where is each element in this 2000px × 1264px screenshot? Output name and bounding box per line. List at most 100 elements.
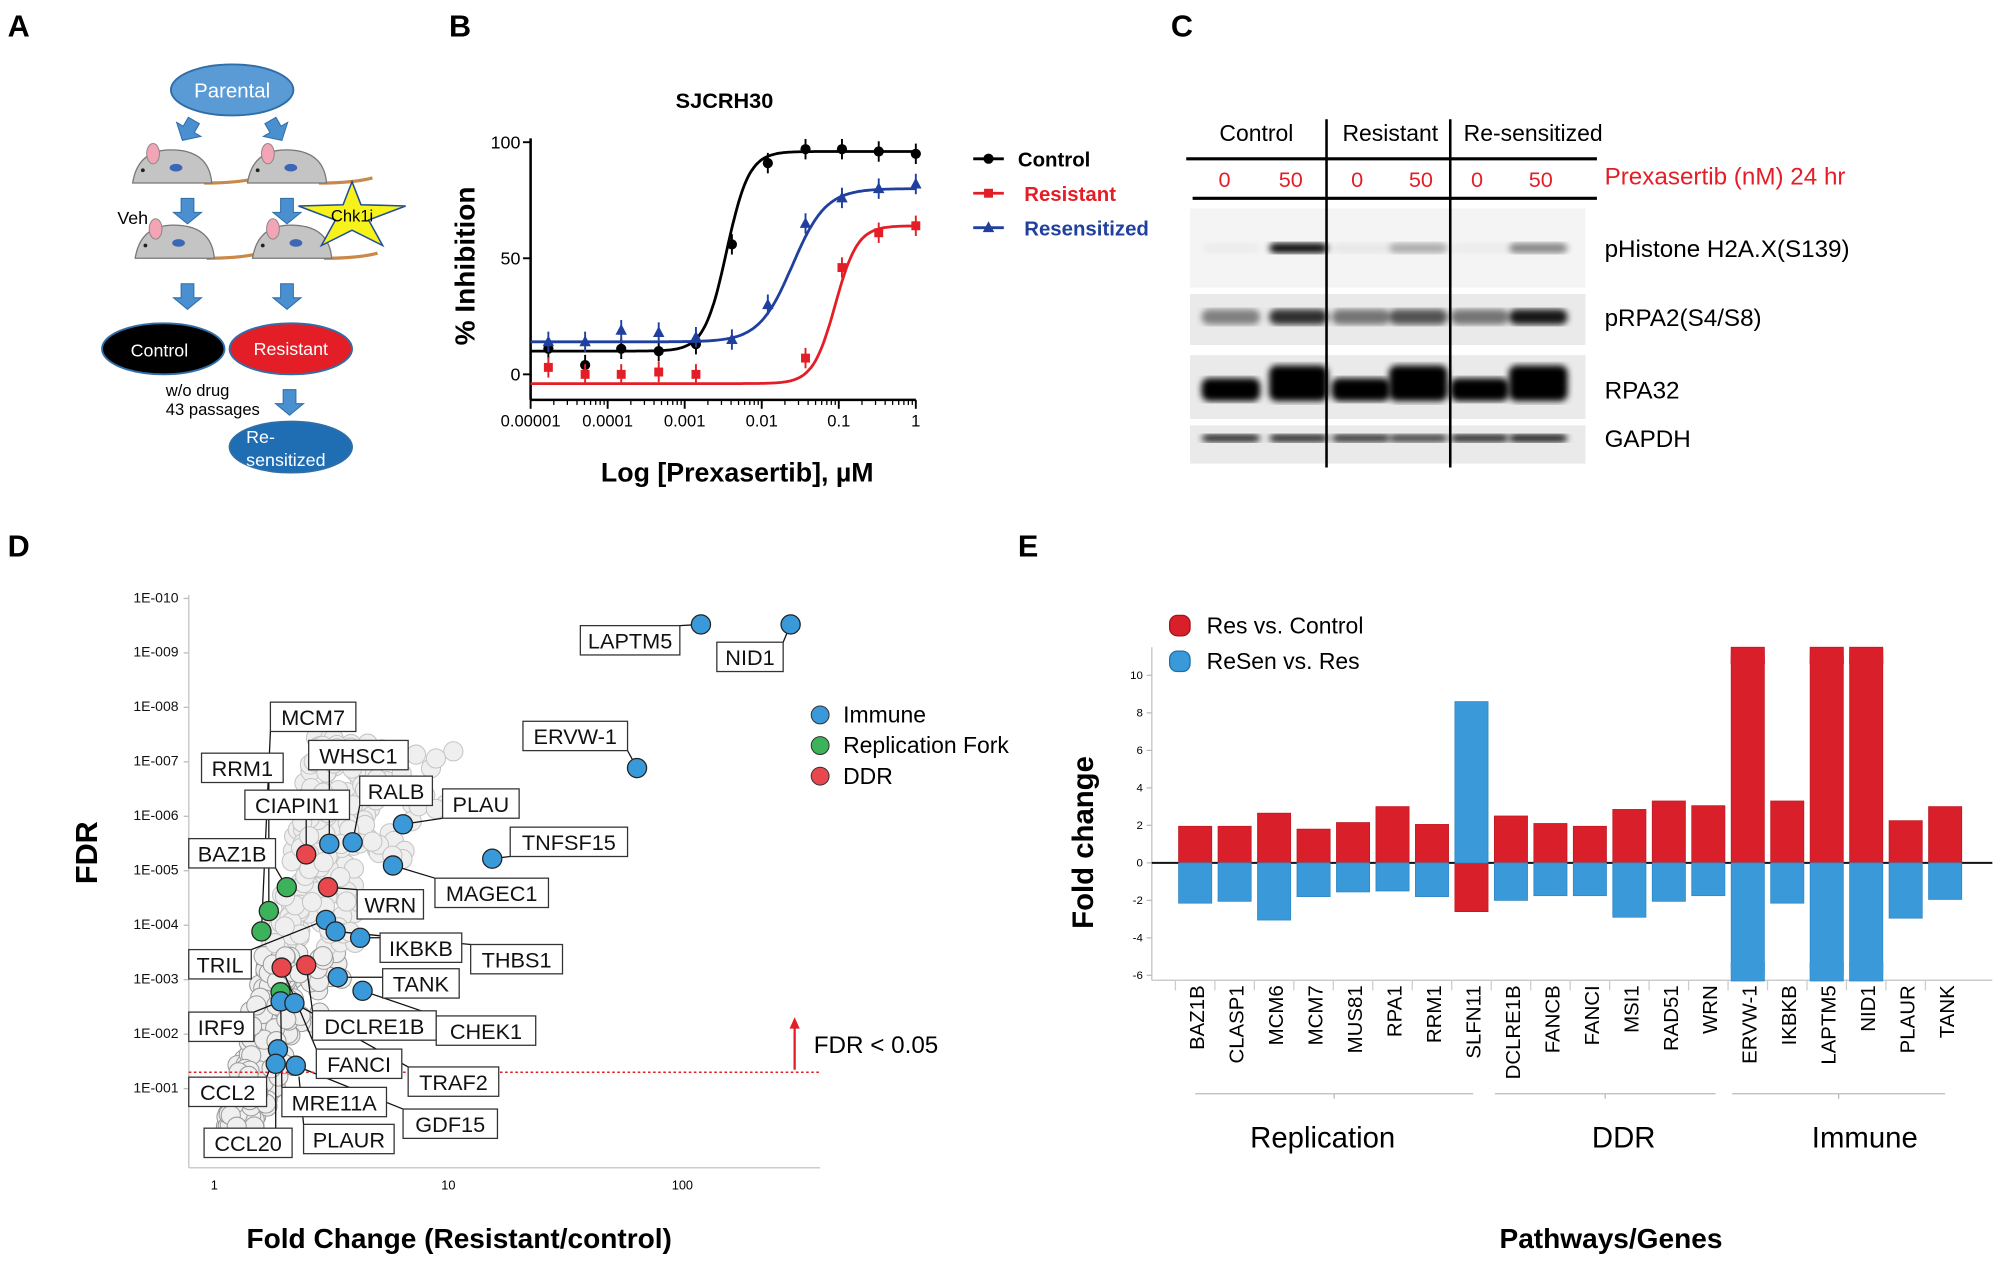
gene-point [299, 826, 320, 847]
data-point [616, 369, 626, 379]
x-tick-label: 1 [911, 412, 920, 431]
bar-truncation-fade [1809, 963, 1844, 983]
gene-label-box [281, 1086, 388, 1118]
fit-curve-control [530, 150, 916, 353]
category-label: RAD51 [1661, 985, 1683, 1051]
bar-resen-vs-res [1928, 862, 1963, 900]
mouse-marking [172, 239, 185, 247]
gene-label: MCM7 [281, 705, 345, 730]
category-label: MCM7 [1306, 985, 1328, 1045]
gene-label-box [434, 877, 550, 909]
gene-label: DCLRE1B [324, 1014, 424, 1039]
control-node [101, 322, 226, 376]
data-point [910, 148, 921, 159]
category-label: TANK [1937, 985, 1959, 1038]
highlight-point [317, 876, 339, 898]
bar-res-vs-control [1888, 820, 1923, 864]
gene-label: IRF9 [198, 1015, 245, 1040]
arrow-down-icon [271, 283, 303, 310]
gene-label-box [382, 968, 460, 999]
gene-label: MAGEC1 [446, 881, 538, 906]
bar-res-vs-control [1178, 825, 1213, 864]
blot-background [1190, 425, 1586, 464]
highlight-point [325, 921, 346, 942]
gene-point [336, 891, 357, 912]
mouse-eye [143, 243, 148, 248]
chart-b-legend: Control Resistant Resensitized [973, 149, 1149, 240]
y-tick-label: 1E-001 [133, 1079, 178, 1095]
y-tick-label: 100 [491, 133, 521, 153]
data-point [543, 362, 553, 372]
flow-arrows [172, 116, 306, 416]
blot-band [1450, 243, 1509, 253]
group-header: Control [1219, 120, 1293, 146]
data-point [801, 353, 810, 363]
gene-label-box [509, 826, 629, 858]
blot-band [1201, 309, 1261, 325]
gene-point [313, 852, 334, 873]
highlight-point [382, 855, 404, 876]
legend-marker [1169, 650, 1191, 673]
blot-band [1389, 434, 1448, 442]
gene-label-box [188, 948, 252, 980]
dose-label: 50 [1279, 167, 1303, 192]
data-point [799, 217, 812, 228]
bar-res-vs-control [1454, 862, 1489, 913]
gene-label: TRIL [197, 953, 244, 978]
gene-label-box [402, 1108, 499, 1140]
category-label: RRM1 [1424, 985, 1446, 1043]
legend-label: Res vs. Control [1207, 612, 1364, 638]
bar-truncation-fade [1809, 645, 1844, 664]
category-label: DCLRE1B [1503, 985, 1525, 1079]
blot-band [1508, 309, 1568, 325]
x-tick-label: 100 [672, 1177, 693, 1192]
mouse-ear [260, 142, 275, 165]
gene-label: CCL20 [214, 1131, 281, 1156]
blot-band [1331, 378, 1391, 402]
data-point [726, 333, 738, 344]
gene-point [405, 744, 427, 765]
bar-res-vs-control [1257, 812, 1292, 864]
data-point [762, 298, 774, 310]
legend-marker [984, 188, 993, 198]
highlight-point [271, 957, 292, 978]
x-tick-label: 1 [211, 1177, 218, 1192]
blot-band [1450, 378, 1509, 402]
bar-resen-vs-res [1493, 862, 1528, 901]
y-tick-label: 1E-002 [133, 1025, 178, 1041]
passages-label: 43 passages [166, 400, 260, 419]
legend-marker [983, 153, 994, 164]
legend-label: Immune [843, 702, 926, 728]
highlight-point [285, 1055, 307, 1076]
data-point [654, 367, 664, 377]
bar-res-vs-control [1770, 800, 1805, 864]
category-label: MUS81 [1345, 985, 1367, 1053]
y-tick-label: 6 [1136, 745, 1142, 757]
category-label: LAPTM5 [1819, 985, 1841, 1064]
bar-res-vs-control [1533, 823, 1568, 864]
blot-band [1331, 242, 1391, 254]
bar-resen-vs-res [1651, 862, 1686, 902]
chart-d-ylabel: FDR [70, 821, 104, 884]
resensitized-label-2: sensitized [246, 450, 325, 470]
mouse-eye [260, 243, 265, 248]
highlight-point [626, 757, 648, 779]
dose-label: 0 [1471, 167, 1483, 192]
dose-label: 0 [1351, 167, 1363, 192]
blot-row-label: GAPDH [1605, 426, 1691, 453]
chk1i-label: Chk1i [331, 206, 373, 225]
data-point [873, 146, 884, 157]
data-point [726, 239, 738, 250]
category-label: FANCB [1542, 985, 1564, 1053]
bar-res-vs-control [1493, 815, 1528, 864]
gene-label: FANCI [327, 1052, 391, 1077]
highlight-point [482, 848, 503, 869]
data-point [837, 263, 847, 273]
blot-band [1389, 365, 1448, 402]
mouse-icon [251, 218, 378, 260]
highlight-point [690, 614, 712, 635]
bar-resen-vs-res [1178, 862, 1213, 904]
bar-res-vs-control [1336, 822, 1371, 864]
highlight-point [295, 844, 317, 865]
legend-label: DDR [843, 763, 893, 789]
